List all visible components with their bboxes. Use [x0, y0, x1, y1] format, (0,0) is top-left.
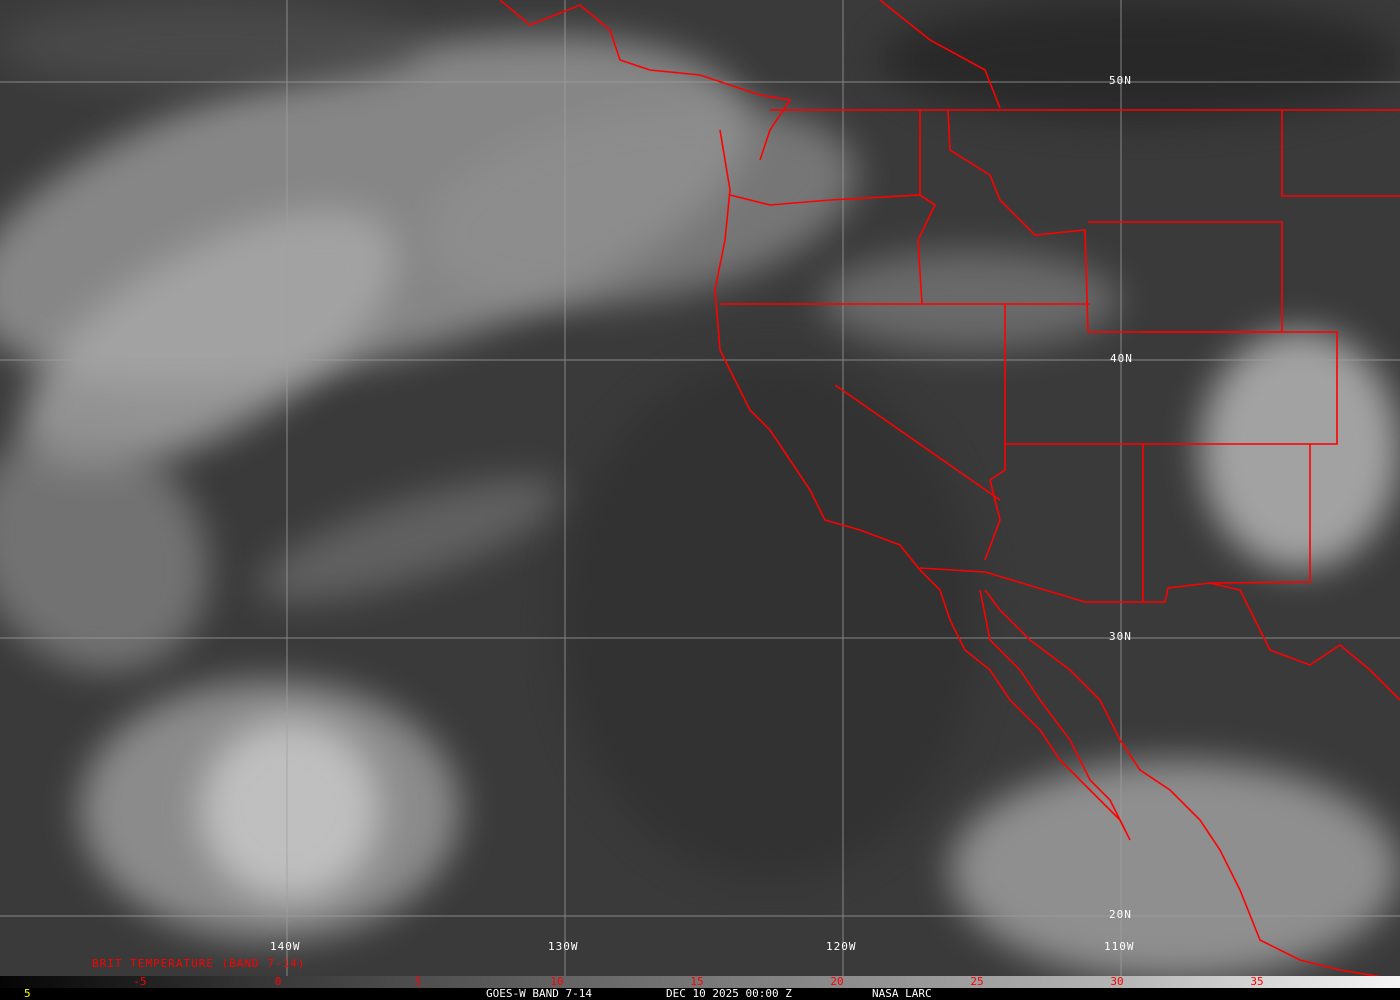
lat-lon-grid [0, 0, 1400, 976]
border-us-mexico [919, 567, 1400, 701]
coastline-mexico-mainland [984, 589, 1381, 976]
political-borders [499, 0, 1400, 976]
coastline-bc [499, 0, 792, 161]
coastline-west-us [714, 129, 1131, 841]
scale-tick: 10 [550, 975, 564, 988]
border-wy-ut-co [1088, 221, 1283, 333]
frame-number: 5 [24, 987, 31, 1000]
satellite-image [0, 0, 1400, 976]
border-id-mt [947, 109, 1089, 333]
border-nv-ut-az [1005, 443, 1144, 602]
scale-tick: 25 [970, 975, 984, 988]
product-datetime: DEC 10 2025 00:00 Z [666, 987, 792, 1000]
lon-label-120w: 120W [826, 940, 857, 953]
border-eastern [1281, 110, 1400, 197]
scale-tick: -5 [133, 975, 147, 988]
lat-label-50n: 50N [1109, 74, 1132, 87]
border-wa-id-or [917, 110, 937, 305]
lat-label-30n: 30N [1109, 630, 1132, 643]
lat-label-40n: 40N [1110, 352, 1133, 365]
border-wa-or [729, 194, 936, 206]
scale-tick: 0 [274, 975, 282, 988]
color-scale-bar: -5 0 5 10 15 20 25 30 35 [0, 975, 1400, 988]
legend-title: BRIT TEMPERATURE (BAND 7-14) [92, 957, 306, 970]
map-overlay [0, 0, 1400, 976]
border-ut-co-nm [1143, 331, 1338, 445]
product-title: GOES-W BAND 7-14 [486, 987, 592, 1000]
border-nm [1209, 444, 1311, 584]
lon-label-130w: 130W [548, 940, 579, 953]
lat-label-20n: 20N [1109, 908, 1132, 921]
product-info-bar: 5 GOES-W BAND 7-14 DEC 10 2025 00:00 Z N… [0, 988, 1400, 1000]
scale-tick: 30 [1110, 975, 1124, 988]
lon-label-140w: 140W [270, 940, 301, 953]
border-ca-nv-diagonal [834, 384, 1001, 501]
scale-tick: 20 [830, 975, 844, 988]
border-ca-nv [984, 304, 1006, 561]
scale-tick: 15 [690, 975, 704, 988]
border-baja-gulf [979, 589, 1126, 831]
product-credit: NASA LARC [872, 987, 932, 1000]
scale-tick: 35 [1250, 975, 1264, 988]
border-canada-interior [879, 0, 1001, 109]
lon-label-110w: 110W [1104, 940, 1135, 953]
scale-tick: 5 [414, 975, 422, 988]
